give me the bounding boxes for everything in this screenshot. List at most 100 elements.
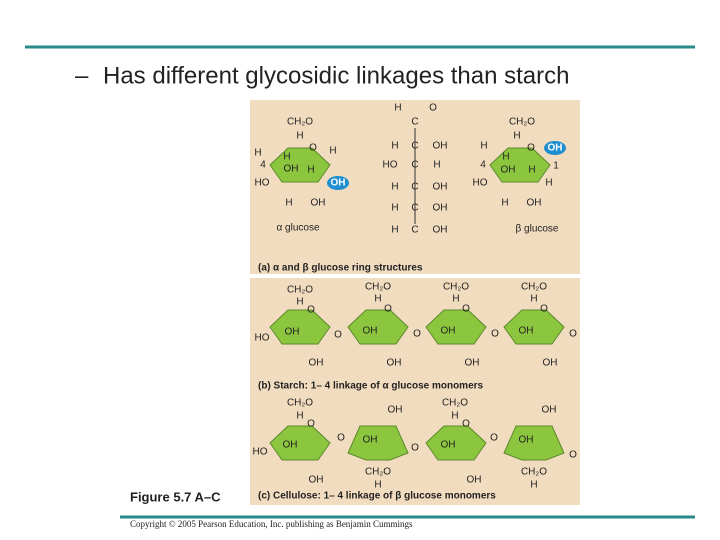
highlight-label: OH xyxy=(331,178,346,189)
atom-label: OH xyxy=(465,358,480,369)
bullet-marker: – xyxy=(75,62,89,89)
ring-name: β glucose xyxy=(516,224,559,235)
atom-label: H xyxy=(433,160,440,171)
atom-label: H xyxy=(374,480,381,491)
atom-label: 4 xyxy=(480,160,486,171)
atom-label: OH xyxy=(309,475,324,486)
atom-label: O xyxy=(462,419,470,430)
atom-label: O xyxy=(337,433,345,444)
figure-label: Figure 5.7 A–C xyxy=(130,489,221,504)
atom-label: H xyxy=(528,165,535,176)
atom-label: OH xyxy=(519,435,534,446)
atom-label: OH xyxy=(542,405,557,416)
atom-label: OH xyxy=(283,440,298,451)
atom-label: O xyxy=(429,103,437,114)
atom-label: OH xyxy=(467,475,482,486)
atom-label: OH xyxy=(519,326,534,337)
atom-label: OH xyxy=(285,327,300,338)
atom-label: OH xyxy=(311,198,326,209)
atom-label: C xyxy=(411,203,418,214)
atom-label: CH₂O xyxy=(509,117,535,128)
atom-label: HO xyxy=(255,333,270,344)
glucose-ring xyxy=(503,309,565,345)
copyright: Copyright © 2005 Pearson Education, Inc.… xyxy=(130,519,413,529)
atom-label: CH₂O xyxy=(443,282,469,293)
atom-label: H xyxy=(307,165,314,176)
glucose-ring xyxy=(425,425,487,461)
atom-label: H xyxy=(530,294,537,305)
atom-label: H xyxy=(391,141,398,152)
atom-label: H xyxy=(501,198,508,209)
atom-label: OH xyxy=(501,165,516,176)
atom-label: OH xyxy=(363,435,378,446)
atom-label: C xyxy=(411,182,418,193)
highlight-label: OH xyxy=(548,143,563,154)
atom-label: 4 xyxy=(260,160,266,171)
atom-label: OH xyxy=(433,225,448,236)
atom-label: OH xyxy=(433,203,448,214)
atom-label: H xyxy=(394,103,401,114)
atom-label: H xyxy=(451,411,458,422)
atom-label: H xyxy=(452,294,459,305)
atom-label: H xyxy=(545,178,552,189)
atom-label: OH xyxy=(388,405,403,416)
atom-label: O xyxy=(309,143,317,154)
atom-label: O xyxy=(462,304,470,315)
bullet-text: Has different glycosidic linkages than s… xyxy=(103,62,569,89)
atom-label: OH xyxy=(387,358,402,369)
atom-label: H xyxy=(480,141,487,152)
highlight xyxy=(327,176,349,190)
highlight xyxy=(544,141,566,155)
atom-label: H xyxy=(530,480,537,491)
atom-label: CH₂O xyxy=(287,285,313,296)
atom-label: H xyxy=(283,152,290,163)
caption: (c) Cellulose: 1– 4 linkage of β glucose… xyxy=(258,491,496,502)
atom-label: H xyxy=(374,294,381,305)
atom-label: OH xyxy=(363,326,378,337)
glucose-ring xyxy=(269,147,331,183)
atom-label: CH₂O xyxy=(521,467,547,478)
atom-label: O xyxy=(411,443,419,454)
atom-label: HO xyxy=(383,160,398,171)
caption: (b) Starch: 1– 4 linkage of α glucose mo… xyxy=(258,381,484,392)
glucose-ring xyxy=(269,425,331,461)
atom-label: H xyxy=(513,131,520,142)
atom-label: OH xyxy=(433,141,448,152)
atom-label: OH xyxy=(543,358,558,369)
atom-label: OH xyxy=(309,358,324,369)
atom-label: CH₂O xyxy=(442,398,468,409)
atom-label: O xyxy=(491,329,499,340)
atom-label: H xyxy=(296,411,303,422)
atom-label: CH₂O xyxy=(521,282,547,293)
atom-label: C xyxy=(411,141,418,152)
atom-label: O xyxy=(569,329,577,340)
atom-label: OH xyxy=(433,182,448,193)
caption: (a) α and β glucose ring structures xyxy=(258,263,423,274)
atom-label: H xyxy=(285,198,292,209)
ring-name: α glucose xyxy=(276,223,319,234)
glucose-ring xyxy=(425,309,487,345)
atom-label: O xyxy=(334,330,342,341)
atom-label: O xyxy=(540,304,548,315)
atom-label: H xyxy=(329,146,336,157)
atom-label: H xyxy=(254,148,261,159)
atom-label: C xyxy=(411,225,418,236)
atom-label: O xyxy=(490,433,498,444)
atom-label: OH xyxy=(284,164,299,175)
atom-label: OH xyxy=(441,440,456,451)
glucose-ring xyxy=(503,425,565,461)
atom-label: C xyxy=(411,160,418,171)
atom-label: OH xyxy=(527,198,542,209)
atom-label: HO xyxy=(253,447,268,458)
atom-label: O xyxy=(569,450,577,461)
atom-label: CH₂O xyxy=(287,117,313,128)
atom-label: H xyxy=(296,297,303,308)
atom-label: H xyxy=(391,225,398,236)
atom-label: CH₂O xyxy=(287,398,313,409)
glucose-ring xyxy=(347,425,409,461)
atom-label: O xyxy=(413,329,421,340)
atom-label: C xyxy=(411,117,418,128)
atom-label: H xyxy=(296,131,303,142)
